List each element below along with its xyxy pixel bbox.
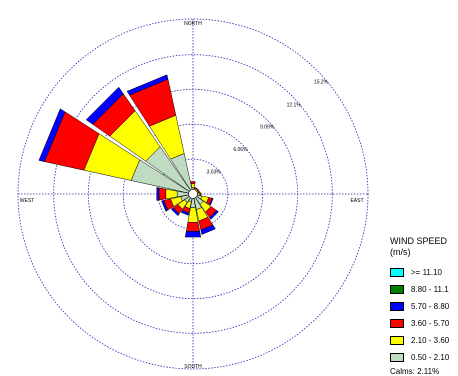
direction-label-east: EAST — [350, 198, 363, 204]
petal-sector-15-bin-1 — [165, 188, 178, 200]
direction-label-north: NORTH — [184, 21, 202, 27]
legend-list: >= 11.10 8.80 - 11.1 5.70 - 8.80 3.60 - 5.7… — [390, 264, 458, 366]
petal-sector-15-bin-2 — [158, 187, 167, 201]
wind-rose-chart: 3.03% 6.06% 9.09% 12.1% 15.2% NORTH EAST SOUTH W… — [17, 18, 369, 370]
wind-rose-labels: 3.03% 6.06% 9.09% 12.1% 15.2% NORTH EAST SOUTH W… — [20, 21, 364, 370]
petal-sector-4-bin-2 — [193, 186, 198, 190]
petal-sector-14-bin-3 — [161, 200, 169, 212]
legend-item: 0.50 - 2.10 — [390, 349, 458, 366]
ring-label-2: 6.06% — [233, 147, 248, 153]
legend-swatch — [390, 353, 404, 362]
legend-swatch — [390, 336, 404, 345]
petal-sector-7-bin-2 — [199, 192, 202, 196]
direction-label-west: WEST — [20, 198, 34, 204]
grid-ring-4 — [53, 54, 333, 334]
legend-item: >= 11.10 — [390, 264, 458, 281]
legend-title: WIND SPEED — [390, 236, 448, 246]
ring-label-1: 3.03% — [207, 170, 222, 176]
wind-speed-legend: WIND SPEED (m/s) >= 11.10 8.80 - 11.1 5.70… — [390, 236, 458, 376]
petal-sector-10-bin-3 — [200, 224, 216, 235]
legend-item: 2.10 - 3.60 — [390, 332, 458, 349]
legend-label: 2.10 - 3.60 — [411, 336, 450, 345]
wind-rose-petals — [38, 74, 219, 238]
petal-sector-11-bin-2 — [185, 222, 201, 232]
legend-swatch — [390, 268, 404, 277]
petal-sector-13-bin-3 — [170, 207, 180, 217]
petal-sector-1-bin-3 — [85, 86, 124, 125]
legend-item: 8.80 - 11.1 — [390, 281, 458, 298]
petal-sector-6-bin-2 — [197, 189, 201, 194]
calms-label: Calms: 2.11% — [390, 367, 440, 376]
petal-sector-3-bin-2 — [190, 181, 196, 185]
legend-label: >= 11.10 — [411, 268, 442, 277]
ring-label-3: 9.09% — [260, 125, 275, 131]
legend-unit: (m/s) — [390, 247, 411, 257]
petal-sector-5-bin-2 — [195, 187, 200, 192]
legend-swatch — [390, 319, 404, 328]
legend-item: 5.70 - 8.80 — [390, 298, 458, 315]
ring-label-5: 15.2% — [314, 80, 329, 86]
legend-swatch — [390, 302, 404, 311]
petal-sector-12-bin-3 — [180, 210, 190, 216]
legend-item: 3.60 - 5.70 — [390, 315, 458, 332]
petal-sector-15-bin-3 — [156, 187, 160, 201]
legend-label: 0.50 - 2.10 — [411, 353, 450, 362]
legend-label: 8.80 - 11.1 — [411, 285, 449, 294]
petal-sector-9-bin-3 — [209, 210, 219, 220]
legend-label: 3.60 - 5.70 — [411, 319, 450, 328]
legend-swatch — [390, 285, 404, 294]
ring-label-4: 12.1% — [287, 102, 302, 108]
petal-sector-11-bin-3 — [184, 231, 202, 238]
legend-label: 5.70 - 8.80 — [411, 302, 450, 311]
petal-sector-2-bin-3 — [126, 74, 169, 96]
petal-sector-8-bin-3 — [209, 197, 214, 206]
direction-label-south: SOUTH — [184, 364, 202, 370]
petal-sector-0-bin-3 — [38, 108, 66, 162]
petal-sector-3-bin-1 — [190, 183, 196, 188]
calm-circle — [188, 189, 198, 199]
